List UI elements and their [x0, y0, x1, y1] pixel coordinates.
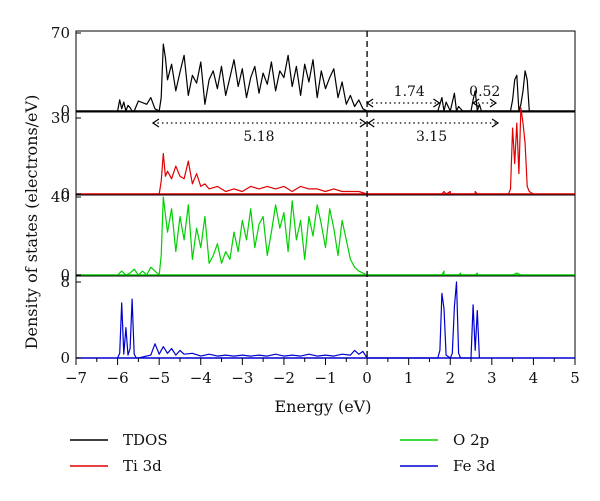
x-tick-label: −6: [107, 369, 129, 387]
panel-tdos: 0 70: [51, 24, 576, 120]
gap-label: 1.74: [394, 84, 425, 100]
panel-o-2p: 040: [51, 188, 576, 284]
gap-arrow-head: [367, 118, 375, 128]
x-tick-label: 0: [362, 369, 372, 387]
series-line-ti-3d: [150, 107, 534, 195]
gap-label: 5.18: [243, 129, 274, 145]
gap-label: 3.15: [416, 129, 447, 145]
gap-arrow-head: [366, 98, 374, 108]
gap-arrow-head: [151, 118, 160, 128]
x-tick-label: −4: [190, 369, 212, 387]
legend-label: Ti 3d: [123, 457, 162, 475]
x-tick-label: 2: [445, 369, 455, 387]
y-tick-label: 0: [60, 266, 70, 284]
panel-ti-3d: 0 30: [51, 107, 576, 203]
legend-label: Fe 3d: [453, 457, 496, 475]
legend-item-fe-3d: Fe 3d: [400, 457, 496, 475]
y-tick-label: 70: [51, 24, 70, 42]
gap-annotations: 1.74 0.52 5.18 3.15: [151, 84, 500, 145]
gap-arrow-head: [359, 118, 367, 128]
gap-arrow-head: [491, 118, 500, 128]
legend: TDOS O 2p Ti 3d Fe 3d: [70, 431, 496, 475]
legend-label: TDOS: [123, 431, 168, 449]
panel-frame: [75, 111, 576, 195]
panel-frame: [75, 194, 576, 276]
y-tick-label: 30: [51, 109, 70, 127]
x-tick-label: 5: [570, 369, 580, 387]
x-axis: −7 −6 −5 −4 −3 −2 −1 0 1 2 3 4 5: [65, 358, 580, 387]
x-tick-label: −3: [231, 369, 253, 387]
x-tick-label: 1: [404, 369, 414, 387]
y-tick-label: 8: [60, 273, 70, 291]
x-tick-label: 3: [487, 369, 497, 387]
legend-item-ti-3d: Ti 3d: [70, 457, 162, 475]
y-tick-label: 0: [60, 185, 70, 203]
legend-item-tdos: TDOS: [70, 431, 168, 449]
y-tick-label: 40: [51, 188, 70, 206]
gap-arrow-head: [489, 98, 498, 108]
legend-item-o-2p: O 2p: [400, 431, 489, 449]
gap-arrow-head: [433, 98, 441, 108]
x-axis-label: Energy (eV): [275, 397, 372, 416]
y-axis-label: Density of states (electrons/eV): [22, 95, 41, 350]
series-line-tdos: [117, 43, 534, 112]
x-tick-label: −2: [273, 369, 295, 387]
series-line-o-2p: [117, 196, 522, 276]
gap-arrow-head: [472, 98, 480, 108]
legend-label: O 2p: [453, 431, 489, 449]
x-tick-label: 4: [529, 369, 539, 387]
gap-label: 0.52: [469, 84, 500, 100]
x-tick-label: −5: [148, 369, 170, 387]
x-tick-label: −1: [314, 369, 336, 387]
x-tick-label: −7: [65, 369, 87, 387]
panel-fe-3d: 08: [60, 273, 576, 367]
y-tick-label: 0: [60, 349, 70, 367]
series-line-fe-3d: [117, 281, 480, 359]
panel-frame: [75, 275, 576, 359]
y-tick-label: 0: [60, 102, 70, 120]
